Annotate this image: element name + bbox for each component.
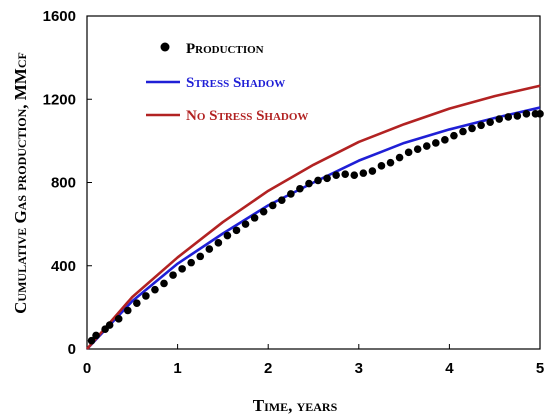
- data-point-production: [332, 171, 340, 180]
- y-tick-label: 0: [68, 341, 76, 358]
- data-point-production: [432, 139, 440, 147]
- data-point-production: [268, 201, 277, 210]
- data-point-production: [377, 162, 386, 170]
- data-point-production: [522, 110, 531, 118]
- data-point-production: [205, 245, 214, 253]
- y-tick-label: 400: [51, 258, 76, 275]
- legend-label-no-stress-shadow: No Stress Shadow: [186, 108, 308, 124]
- data-point-production: [395, 153, 404, 162]
- x-tick-label: 4: [445, 360, 454, 377]
- data-point-production: [495, 115, 504, 123]
- series-line-stress-shadow: [86, 106, 541, 350]
- series-layer: [86, 84, 544, 350]
- data-point-production: [468, 124, 476, 133]
- data-point-production: [187, 258, 195, 267]
- data-point-production: [305, 179, 313, 188]
- data-point-production: [178, 265, 186, 273]
- data-point-production: [323, 174, 331, 183]
- data-point-production: [133, 299, 141, 308]
- x-tick-label: 2: [264, 360, 272, 377]
- data-point-production: [214, 239, 223, 247]
- data-point-production: [114, 315, 123, 323]
- data-point-production: [368, 167, 377, 175]
- data-point-production: [105, 321, 114, 329]
- x-ticks: 0 1 2 3 4 5: [83, 344, 544, 377]
- data-point-production: [486, 118, 494, 126]
- data-point-production: [422, 142, 431, 150]
- data-point-production: [142, 292, 150, 300]
- data-point-production: [450, 131, 458, 140]
- y-tick-label: 800: [51, 175, 76, 192]
- data-point-production: [250, 214, 259, 222]
- y-ticks: 0 400 800 1200 1600: [43, 8, 92, 358]
- data-point-production: [504, 113, 513, 121]
- y-axis-title: Cumulative Gas production, MMcf: [11, 52, 30, 314]
- data-point-production: [123, 306, 132, 315]
- legend-marker-production: [160, 42, 170, 52]
- data-point-production: [232, 226, 241, 235]
- data-point-production: [92, 331, 100, 340]
- y-tick-label: 1200: [43, 91, 76, 108]
- data-point-production: [196, 252, 205, 261]
- legend-label-production: Production: [186, 41, 264, 57]
- data-point-production: [259, 207, 268, 216]
- data-point-production: [87, 336, 96, 345]
- data-point-production: [513, 112, 522, 120]
- data-point-production: [413, 145, 422, 153]
- data-point-production: [277, 196, 286, 204]
- data-point-production: [477, 121, 485, 130]
- data-point-production: [386, 158, 395, 167]
- x-tick-label: 5: [536, 360, 544, 377]
- data-point-production: [536, 110, 544, 118]
- data-point-production: [341, 170, 350, 178]
- data-point-production: [151, 285, 159, 294]
- x-tick-label: 0: [83, 360, 91, 377]
- x-tick-label: 3: [355, 360, 363, 377]
- data-point-production: [404, 148, 413, 157]
- data-point-production: [359, 169, 368, 177]
- data-point-production: [160, 279, 168, 288]
- data-point-production: [223, 231, 232, 240]
- y-tick-label: 1600: [43, 8, 76, 25]
- x-axis-title: Time, years: [253, 396, 338, 415]
- data-point-production: [241, 220, 250, 228]
- data-point-production: [459, 127, 467, 136]
- x-tick-label: 1: [173, 360, 181, 377]
- legend-label-stress-shadow: Stress Shadow: [186, 75, 285, 91]
- data-point-production: [296, 184, 304, 193]
- data-point-production: [314, 176, 322, 185]
- series-line-no-stress-shadow: [86, 84, 541, 350]
- data-point-production: [287, 190, 295, 198]
- data-point-production: [169, 271, 177, 279]
- legend: Production Stress Shadow No Stress Shado…: [146, 41, 308, 124]
- data-point-production: [350, 171, 359, 180]
- data-point-production: [441, 136, 449, 144]
